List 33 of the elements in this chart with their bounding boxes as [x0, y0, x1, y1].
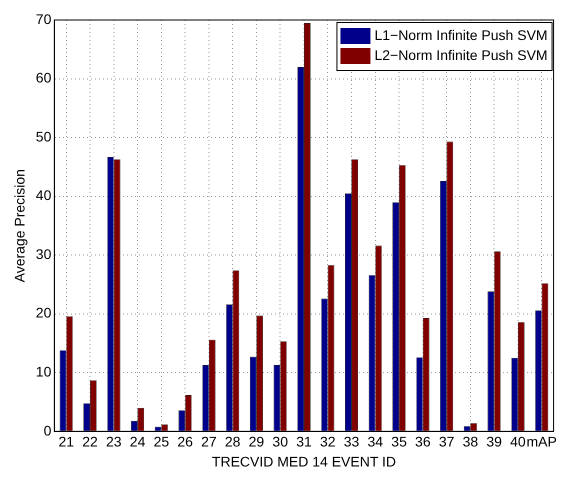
x-tick-label: 29	[248, 434, 264, 450]
y-tick-label: 20	[36, 304, 52, 321]
x-tick-label: 24	[130, 434, 146, 450]
x-tick-label: mAP	[526, 434, 557, 450]
y-tick-label: 0	[44, 422, 52, 438]
x-tick-label: 35	[391, 434, 408, 450]
y-tick-label: 30	[36, 246, 52, 262]
x-tick-label: 40	[510, 434, 526, 450]
y-tick-label: 10	[36, 363, 52, 380]
legend-label: L2−Norm Infinite Push SVM	[374, 46, 548, 63]
x-tick-label: 33	[344, 434, 360, 450]
x-axis-title: TRECVID MED 14 EVENT ID	[212, 453, 396, 470]
x-tick-label: 28	[224, 434, 241, 450]
x-tick-label: 21	[58, 434, 74, 450]
x-tick-label: 34	[368, 434, 384, 450]
x-tick-label: 39	[486, 434, 502, 450]
y-tick-label: 40	[36, 187, 52, 204]
x-tick-label: 31	[296, 434, 312, 450]
x-tick-label: 30	[272, 434, 288, 450]
y-tick-label: 50	[36, 128, 52, 144]
x-tick-label: 37	[438, 434, 455, 450]
x-tick-label: 36	[415, 434, 431, 450]
x-tick-label: 27	[201, 434, 217, 450]
y-axis-title: Average Precision	[11, 169, 28, 282]
legend-label: L1−Norm Infinite Push SVM	[374, 26, 548, 43]
x-tick-label: 26	[177, 434, 194, 450]
x-tick-label: 23	[106, 434, 122, 450]
x-tick-label: 25	[154, 434, 170, 450]
x-tick-label: 22	[82, 434, 98, 450]
x-tick-label: 32	[320, 434, 336, 450]
y-tick-label: 70	[36, 10, 52, 27]
x-tick-label: 38	[462, 434, 478, 450]
y-tick-label: 60	[36, 70, 52, 86]
